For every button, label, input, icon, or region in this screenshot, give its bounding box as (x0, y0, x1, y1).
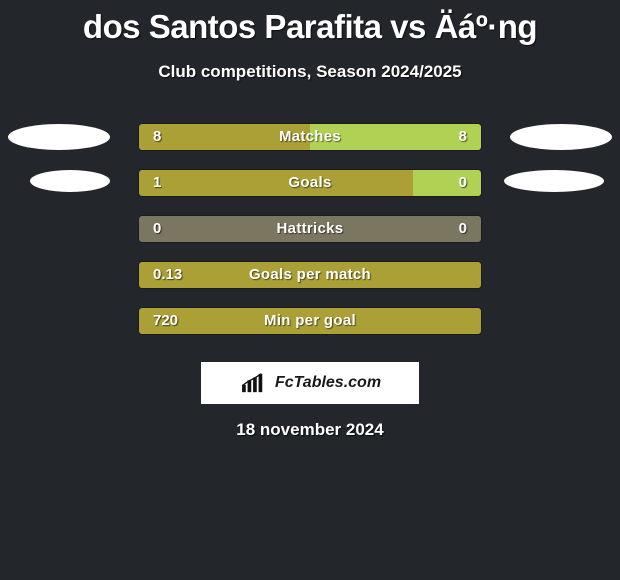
player-shape (30, 170, 110, 192)
stat-value-right: 8 (459, 128, 467, 145)
stat-label: Matches (139, 128, 481, 145)
player-shape (8, 124, 110, 150)
stat-row: Goals per match0.13 (0, 252, 620, 298)
player-shape (510, 124, 612, 150)
stat-value-left: 1 (153, 174, 161, 191)
stat-label: Goals (139, 174, 481, 191)
stat-row: Hattricks0 0 (0, 206, 620, 252)
stat-value-left: 0.13 (153, 266, 182, 283)
stat-track: Min per goal720 (138, 307, 482, 335)
comparison-container: Matches88Goals10Hattricks00Goals per mat… (0, 114, 620, 344)
stat-value-right: 0 (459, 174, 467, 191)
season-subtitle: Club competitions, Season 2024/2025 (0, 62, 620, 82)
stat-track: Goals per match0.13 (138, 261, 482, 289)
stat-track: Hattricks0 0 (138, 215, 482, 243)
page-title: dos Santos Parafita vs Äáº·ng (0, 0, 620, 46)
brand-footer[interactable]: FcTables.com (201, 362, 419, 404)
stat-label: Min per goal (139, 312, 481, 329)
chart-icon (239, 372, 269, 394)
stat-value-right: 0 (459, 220, 467, 237)
stat-label: Hattricks (139, 220, 481, 237)
date-caption: 18 november 2024 (0, 420, 620, 440)
player-shape (504, 170, 604, 192)
stat-track: Goals1 0 (138, 169, 482, 197)
stat-track: Matches8 8 (138, 123, 482, 151)
brand-text: FcTables.com (275, 374, 381, 392)
stat-row: Min per goal720 (0, 298, 620, 344)
stat-label: Goals per match (139, 266, 481, 283)
stat-value-left: 8 (153, 128, 161, 145)
stat-value-left: 720 (153, 312, 178, 329)
stat-value-left: 0 (153, 220, 161, 237)
stat-row: Matches8 8 (0, 114, 620, 160)
stat-row: Goals1 0 (0, 160, 620, 206)
